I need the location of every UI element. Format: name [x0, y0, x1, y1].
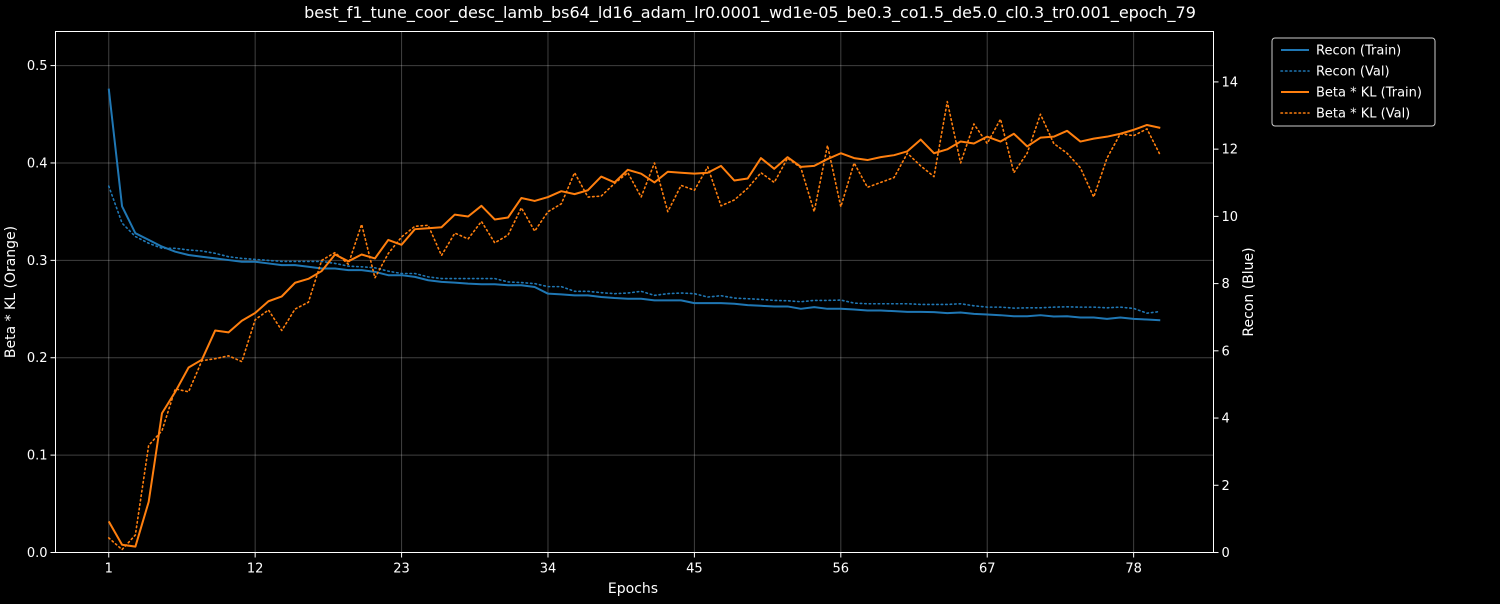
y-right-axis: 0 2 4 6 8 10 12 14 — [1213, 75, 1239, 561]
y-right-tick-label: 10 — [1222, 210, 1239, 225]
y-left-tick-label: 0.3 — [27, 254, 48, 269]
y-right-tick-label: 6 — [1222, 344, 1230, 359]
legend-label-beta-kl-val: Beta * KL (Val) — [1316, 107, 1410, 122]
x-axis-label: Epochs — [608, 581, 658, 597]
y-left-axis: 0.0 0.1 0.2 0.3 0.4 0.5 — [27, 59, 56, 561]
x-tick-label: 45 — [686, 562, 703, 577]
y-left-tick-label: 0.5 — [27, 59, 48, 74]
series-line-recon-val — [107, 185, 1162, 314]
x-axis: 1 12 23 34 45 56 67 78 — [105, 552, 1142, 577]
y-left-tick-label: 0.1 — [27, 449, 48, 464]
x-tick-label: 67 — [979, 562, 996, 577]
legend-label-beta-kl-train: Beta * KL (Train) — [1316, 86, 1422, 101]
y-left-tick-label: 0.0 — [27, 546, 48, 561]
y-right-tick-label: 0 — [1222, 546, 1230, 561]
legend-items: Recon (Train) Recon (Val) Beta * KL (Train… — [1280, 44, 1422, 122]
y-right-tick-label: 4 — [1222, 412, 1230, 427]
legend: Recon (Train) Recon (Val) Beta * KL (Train… — [1271, 37, 1436, 127]
x-tick-label: 23 — [393, 562, 410, 577]
legend-box — [1271, 37, 1436, 127]
y-left-tick-label: 0.4 — [27, 156, 48, 171]
y-right-tick-label: 8 — [1222, 277, 1230, 292]
y-left-axis-label: Beta * KL (Orange) — [3, 226, 19, 358]
y-right-axis-label: Recon (Blue) — [1241, 247, 1257, 336]
y-right-tick-label: 2 — [1222, 479, 1230, 494]
series-line-recon-train — [107, 88, 1161, 322]
y-left-tick-label: 0.2 — [27, 351, 48, 366]
x-tick-label: 12 — [247, 562, 264, 577]
x-tick-label: 78 — [1125, 562, 1142, 577]
x-tick-label: 1 — [105, 562, 113, 577]
series-layer — [107, 88, 1162, 551]
series-line-beta-kl-train — [107, 123, 1161, 548]
y-right-tick-label: 12 — [1222, 143, 1239, 158]
x-tick-label: 56 — [833, 562, 850, 577]
x-tick-label: 34 — [540, 562, 557, 577]
plot-frame — [55, 31, 1214, 553]
y-right-tick-label: 14 — [1222, 75, 1239, 90]
series-line-beta-kl-val — [107, 100, 1162, 551]
legend-label-recon-val: Recon (Val) — [1316, 65, 1390, 80]
legend-label-recon-train: Recon (Train) — [1316, 44, 1401, 59]
chart-title: best_f1_tune_coor_desc_lamb_bs64_ld16_ad… — [304, 3, 1196, 23]
